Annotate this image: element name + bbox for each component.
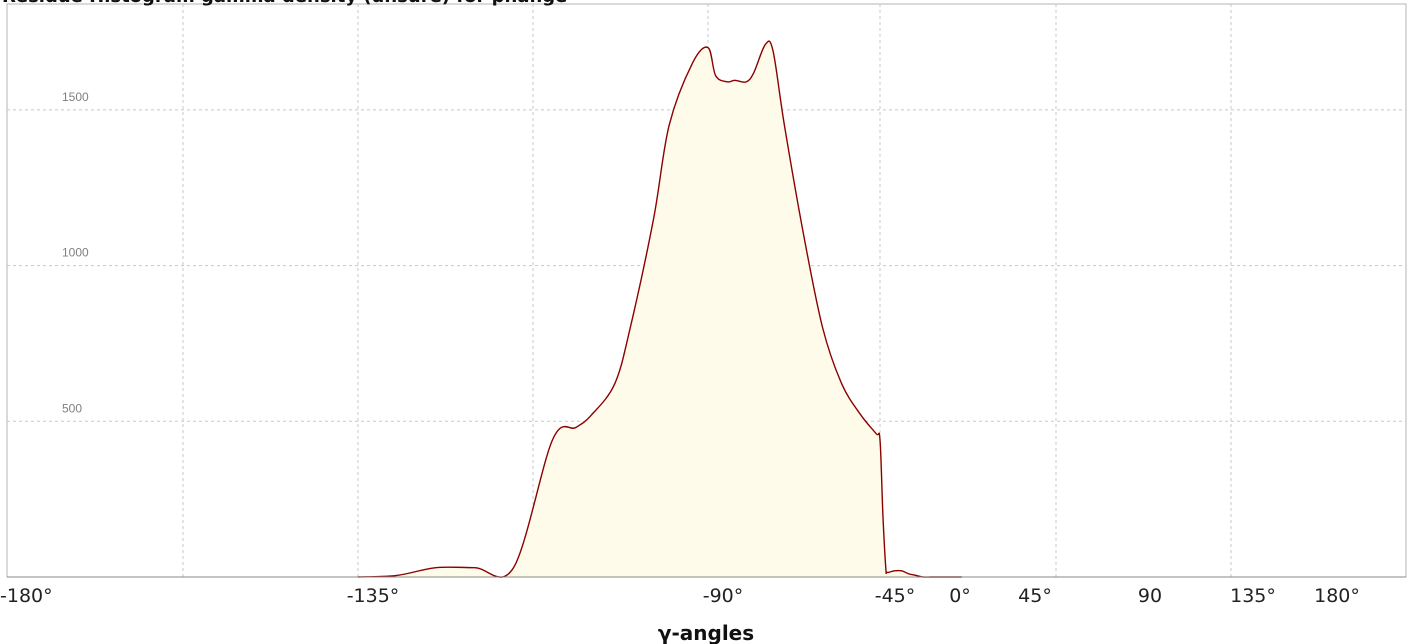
x-tick-label: -90° [703,585,744,607]
x-tick-label: 0° [949,585,971,607]
y-tick-label: 1500 [62,90,89,104]
x-axis-label: γ-angles [658,621,754,644]
y-axis-ticks: 500 1000 1500 [62,90,89,415]
chart-title: Residue Histogram gamma density (unsure)… [2,0,567,8]
density-area [357,40,962,578]
x-tick-label: 180° [1314,585,1360,607]
x-axis-ticks: -180° -135° -90° -45° 0° 45° 90 135° 180° [0,585,1360,607]
density-fill [358,41,962,578]
x-tick-label: 135° [1230,585,1276,607]
density-line [357,40,962,578]
x-tick-label: -45° [875,585,916,607]
x-tick-label: 90 [1138,585,1162,607]
x-tick-label: -180° [0,585,53,607]
x-tick-label: -135° [347,585,400,607]
grid [7,4,1406,577]
x-tick-label: 45° [1018,585,1052,607]
y-tick-label: 500 [62,401,82,415]
y-tick-label: 1000 [62,246,89,260]
